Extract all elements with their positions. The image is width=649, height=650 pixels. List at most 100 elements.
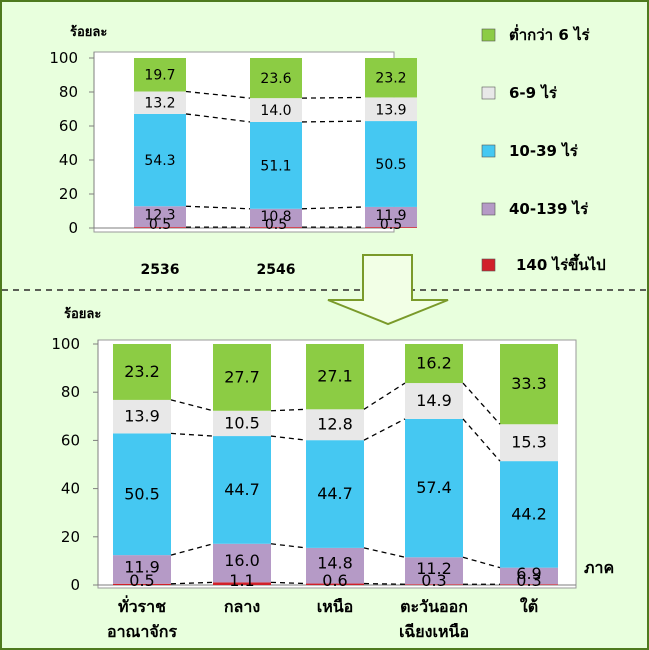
bar-segment — [213, 344, 271, 411]
category-label: อาณาจักร — [107, 622, 177, 641]
data-label: 11.2 — [416, 559, 452, 578]
connector-line — [270, 581, 307, 585]
bar-segment — [306, 344, 364, 410]
category-label: 2536 — [141, 262, 180, 278]
connector-line — [185, 205, 251, 210]
data-label: 13.9 — [124, 407, 160, 426]
bar-segment — [113, 399, 171, 434]
bar-segment — [213, 436, 271, 544]
y-unit-label: ร้อยละ — [64, 306, 101, 322]
category-label: 2546 — [257, 262, 296, 278]
data-label: 50.5 — [124, 484, 160, 503]
y-tick-label: 40 — [59, 151, 78, 169]
bar-segment — [113, 583, 171, 585]
data-label: 0.3 — [516, 571, 541, 590]
connector-line — [270, 408, 307, 412]
bar-segment — [134, 91, 186, 114]
bar-segment — [500, 424, 558, 462]
connector-line — [363, 582, 406, 585]
legend-label: 10-39 ไร่ — [509, 141, 579, 160]
connector-line — [462, 382, 501, 425]
bar-segment — [365, 227, 417, 228]
data-label: 33.3 — [511, 374, 547, 393]
down-arrow-icon — [327, 254, 449, 326]
y-tick-label: 20 — [61, 528, 80, 546]
category-label: ทั่วราช — [118, 595, 166, 616]
legend-swatch — [481, 28, 496, 42]
data-label: 15.3 — [511, 433, 547, 452]
data-label: 19.7 — [144, 68, 175, 84]
bar-segment — [113, 555, 171, 584]
bar-segment — [365, 206, 417, 228]
legend-label: 140 ไร่ขึ้นไป — [516, 253, 606, 274]
connector-line — [462, 556, 501, 569]
bar-segment — [500, 344, 558, 425]
bar-segment — [134, 58, 186, 92]
bar-segment — [250, 58, 302, 99]
data-label: 14.8 — [317, 554, 353, 573]
legend-swatch — [481, 144, 496, 158]
bar-segment — [250, 121, 302, 209]
category-label: ใต้ — [520, 597, 538, 616]
data-label: 0.5 — [149, 217, 171, 233]
data-label: 12.8 — [317, 415, 353, 434]
data-label: 27.7 — [224, 367, 260, 386]
data-label: 0.5 — [265, 217, 287, 233]
category-label: กลาง — [224, 597, 260, 616]
category-label: เหนือ — [317, 597, 354, 616]
legend-swatch — [481, 258, 496, 272]
bar-segment — [306, 440, 364, 548]
bar-segment — [250, 227, 302, 228]
data-label: 14.0 — [260, 103, 291, 119]
data-label: 6.9 — [516, 564, 541, 583]
bar-segment — [405, 584, 463, 585]
data-label: 13.2 — [144, 96, 175, 112]
bar-segment — [134, 227, 186, 228]
data-label: 1.1 — [229, 571, 254, 590]
bar-segment — [365, 121, 417, 207]
data-label: 13.9 — [375, 102, 406, 118]
legend-label: 6-9 ไร่ — [509, 83, 558, 102]
y-tick-label: 80 — [61, 383, 80, 401]
data-label: 44.7 — [224, 480, 260, 499]
data-label: 14.9 — [416, 391, 452, 410]
bar-segment — [306, 409, 364, 441]
data-label: 54.3 — [144, 153, 175, 169]
bar-segment — [213, 543, 271, 583]
connector-line — [170, 399, 214, 412]
bar-segment — [113, 433, 171, 556]
data-label: 10.8 — [260, 209, 291, 225]
data-label: 23.6 — [260, 71, 291, 87]
category-label: ตะวันออก — [400, 597, 468, 616]
data-label: 11.9 — [124, 557, 160, 576]
y-tick-label: 60 — [59, 117, 78, 135]
y-tick-label: 80 — [59, 83, 78, 101]
y-tick-label: 100 — [51, 335, 80, 353]
bar-segment — [500, 461, 558, 568]
category-label: เฉียงเหนือ — [399, 622, 469, 641]
data-label: 23.2 — [375, 71, 406, 87]
connector-line — [170, 543, 214, 556]
connector-line — [185, 90, 251, 99]
y-unit-label: ร้อยละ — [70, 24, 107, 40]
data-label: 44.2 — [511, 504, 547, 523]
legend-label: ต่ำกว่า 6 ไร่ — [509, 24, 591, 44]
data-label: 0.5 — [129, 571, 154, 590]
connector-line — [270, 543, 307, 549]
connector-line — [301, 120, 366, 123]
bar-segment — [405, 418, 463, 558]
data-label: 44.7 — [317, 484, 353, 503]
bar-segment — [250, 98, 302, 122]
connector-line — [170, 432, 214, 437]
data-label: 23.2 — [124, 362, 160, 381]
data-label: 57.4 — [416, 478, 452, 497]
connector-line — [185, 113, 251, 123]
bar-segment — [306, 547, 364, 584]
bar-segment — [405, 557, 463, 585]
bar-segment — [500, 584, 558, 585]
data-label: 16.0 — [224, 551, 260, 570]
data-label: 27.1 — [317, 367, 353, 386]
data-label: 16.2 — [416, 354, 452, 373]
bar-segment — [113, 344, 171, 400]
